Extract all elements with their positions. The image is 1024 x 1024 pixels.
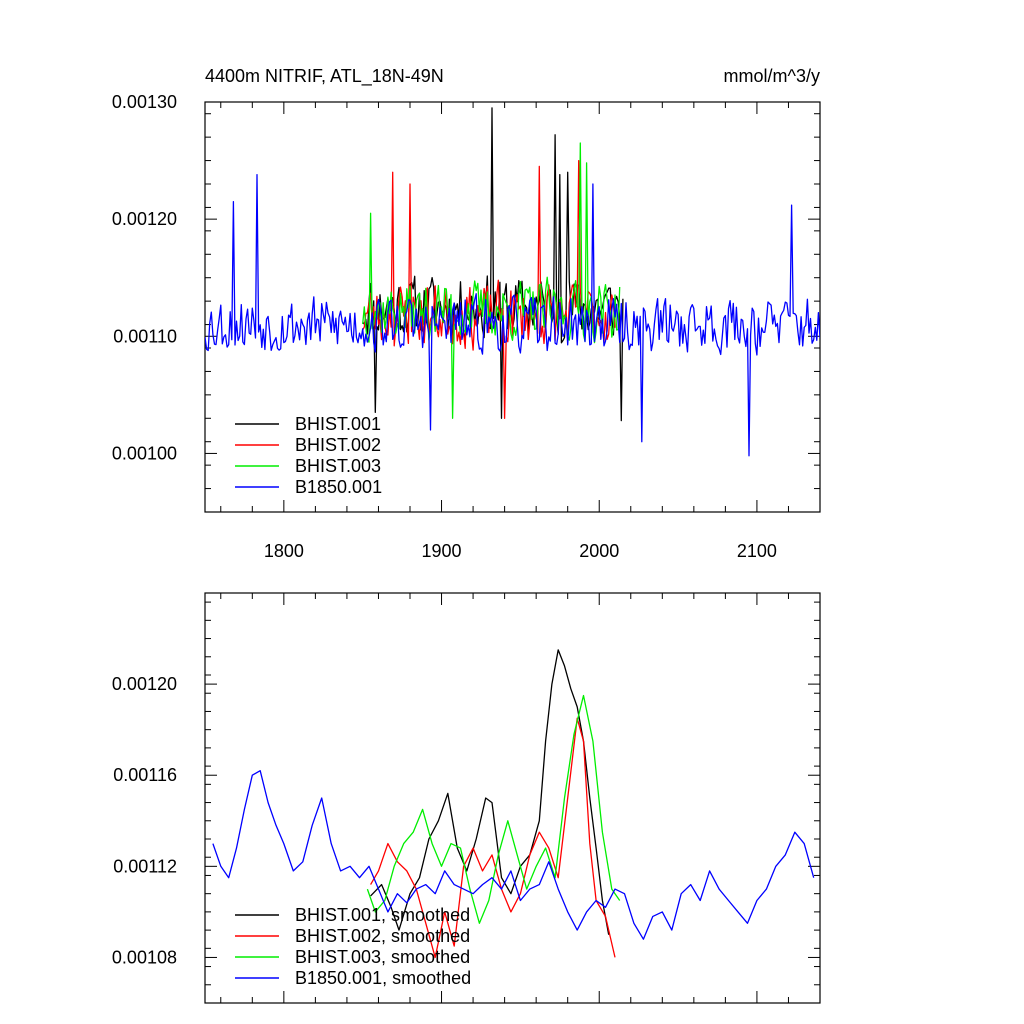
legend-label: B1850.001, smoothed — [295, 968, 471, 988]
ticks-bottom: 0.00108 0.00112 0.00116 0.00120 — [112, 593, 821, 1004]
y-tick-label: 0.00116 — [113, 765, 177, 785]
legend-label: BHIST.003 — [295, 456, 381, 476]
series-line — [370, 717, 616, 959]
y-tick-label: 0.00112 — [113, 856, 177, 876]
legend-label: BHIST.001, smoothed — [295, 905, 470, 925]
y-tick-label: 0.00120 — [112, 209, 177, 229]
series-line — [205, 173, 820, 457]
x-tick-label: 1800 — [264, 541, 304, 561]
y-tick-label: 0.00100 — [112, 443, 177, 463]
series-bottom — [212, 649, 815, 959]
legend-label: B1850.001 — [295, 477, 382, 497]
x-tick-label: 2100 — [737, 541, 777, 561]
x-tick-label: 1900 — [422, 541, 462, 561]
series-line — [212, 770, 815, 940]
ticks-top: 0.00100 0.00110 0.00120 0.00130 1800 1900 2000… — [112, 92, 821, 561]
y-tick-label: 0.00130 — [112, 92, 177, 112]
series-line — [362, 107, 624, 422]
y-tick-label: 0.00110 — [113, 326, 177, 346]
legend-label: BHIST.003, smoothed — [295, 947, 470, 967]
series-line — [370, 649, 610, 935]
series-line — [362, 159, 616, 419]
x-tick-label: 2000 — [579, 541, 619, 561]
legend-label: BHIST.002 — [295, 435, 381, 455]
chart-title: 4400m NITRIF, ATL_18N-49N — [205, 66, 444, 87]
y-tick-label: 0.00108 — [112, 947, 177, 967]
units-label: mmol/m^3/y — [724, 66, 820, 86]
plot-frame-top — [204, 101, 821, 513]
legend-label: BHIST.001 — [295, 414, 381, 434]
plot-frame-bottom — [204, 592, 821, 1004]
top-panel: 4400m NITRIF, ATL_18N-49N mmol/m^3/y 0.0… — [112, 66, 821, 561]
bottom-panel: 0.00108 0.00112 0.00116 0.00120 BHIST.001, … — [112, 592, 821, 1004]
series-line — [366, 694, 621, 924]
y-tick-label: 0.00120 — [112, 674, 177, 694]
series-top — [205, 107, 820, 457]
legend-label: BHIST.002, smoothed — [295, 926, 470, 946]
